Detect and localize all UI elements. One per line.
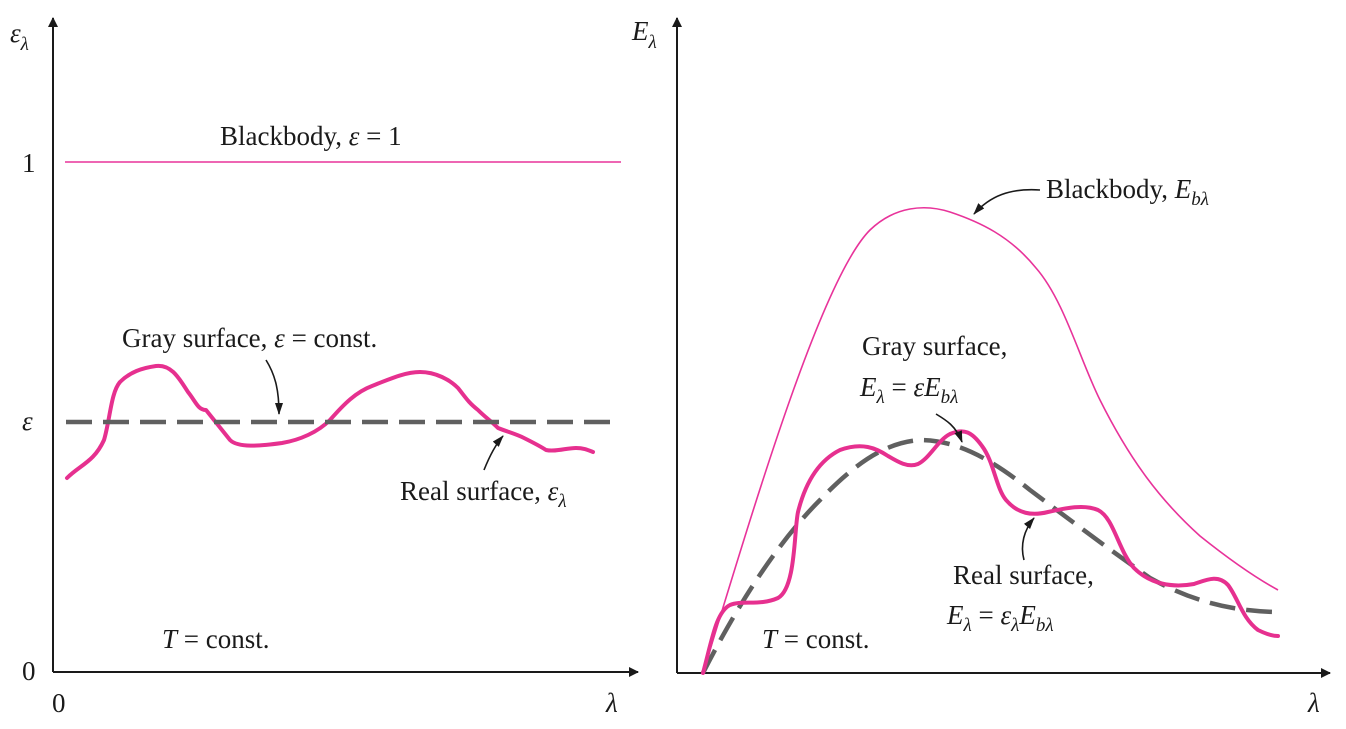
left-real-surface-label: Real surface, ελ [400, 476, 567, 512]
left-y-axis-label: ελ [10, 18, 29, 55]
right-real-surface-equation: Eλ = ελEbλ [946, 600, 1054, 636]
right-gray-surface-equation: Eλ = εEbλ [859, 372, 958, 408]
right-gray-surface-label: Gray surface, [862, 331, 1007, 361]
right-blackbody-label: Blackbody, Ebλ [1046, 174, 1209, 210]
right-panel: Eλ λ Blackbody, Ebλ Gray surface, Eλ = ε… [631, 16, 1331, 718]
right-blackbody-leader-arrow [973, 188, 1041, 215]
left-blackbody-label: Blackbody, ε = 1 [220, 121, 402, 151]
left-gray-leader-arrow [265, 359, 283, 415]
left-gray-surface-label: Gray surface, ε = const. [122, 323, 377, 353]
right-temperature-label: T = const. [762, 624, 870, 654]
right-x-axis-label: λ [1307, 688, 1320, 718]
right-real-leader-arrow [1021, 517, 1035, 561]
right-real-surface-curve [701, 429, 1280, 675]
left-tick-zero-y: 0 [22, 656, 36, 686]
right-blackbody-curve [702, 207, 1279, 674]
right-y-axis-label: Eλ [631, 16, 657, 53]
right-gray-leader-arrow [935, 413, 963, 443]
left-tick-zero-x: 0 [52, 688, 66, 718]
left-x-axis-label: λ [605, 688, 618, 718]
right-real-surface-label: Real surface, [953, 560, 1094, 590]
left-tick-one: 1 [22, 148, 36, 178]
left-real-leader-arrow [483, 435, 504, 471]
left-real-surface-curve [65, 363, 595, 480]
left-tick-eps: ε [22, 406, 33, 436]
left-temperature-label: T = const. [162, 624, 270, 654]
left-panel: ελ λ 1 ε 0 0 Blackbody, ε = 1 Gray surfa… [10, 17, 639, 718]
